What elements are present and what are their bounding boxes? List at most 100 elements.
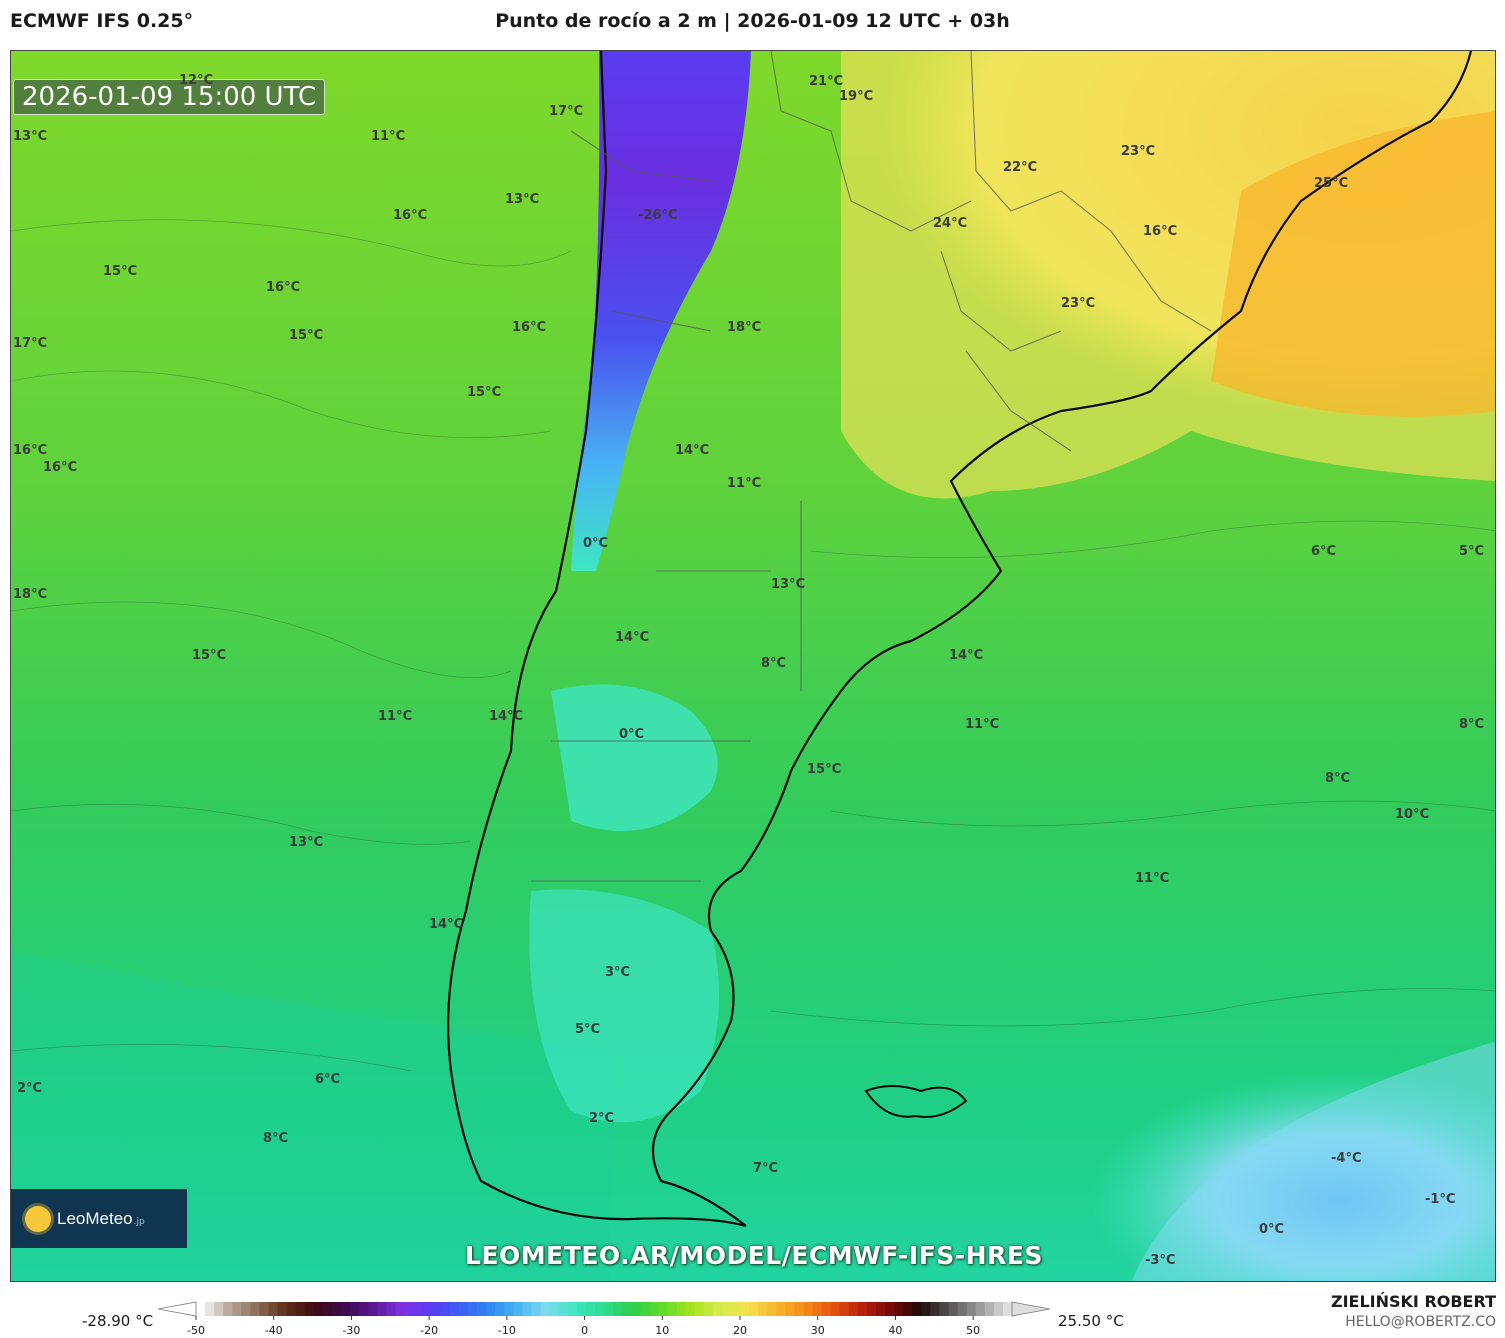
temp-label: 17°C <box>549 104 584 119</box>
map-frame[interactable]: 2026-01-09 15:00 UTC 12°C 13°C 11°C 17°C… <box>10 50 1496 1282</box>
colorbar-cell <box>431 1302 442 1316</box>
colorbar <box>158 1301 1050 1320</box>
colorbar-cell <box>694 1302 705 1316</box>
colorbar-cell <box>721 1302 732 1316</box>
temp-label: 11°C <box>371 129 406 144</box>
colorbar-cell <box>712 1302 723 1316</box>
colorbar-cell <box>477 1302 487 1316</box>
temp-label: 14°C <box>429 917 464 932</box>
temp-label: 14°C <box>489 709 524 724</box>
colorbar-cell <box>649 1302 659 1316</box>
colorbar-cell <box>458 1302 469 1316</box>
colorbar-cell <box>848 1302 859 1316</box>
colorbar-tick-label: -20 <box>420 1324 439 1337</box>
colorbar-cell <box>984 1302 995 1316</box>
temp-label: 21°C <box>809 74 844 89</box>
colorbar-cell <box>821 1302 832 1316</box>
colorbar-cell <box>468 1302 478 1316</box>
colorbar-cell <box>658 1302 669 1316</box>
temp-label: 13°C <box>505 192 540 207</box>
colorbar-cell <box>196 1302 206 1316</box>
colorbar-cell <box>332 1302 342 1316</box>
temp-label: 3°C <box>605 965 631 980</box>
temp-label: 23°C <box>1061 296 1096 311</box>
temp-label: 13°C <box>771 577 806 592</box>
colorbar-cell <box>912 1302 922 1316</box>
temp-label: 0°C <box>1259 1222 1285 1237</box>
temp-label: 5°C <box>1459 544 1485 559</box>
temp-label: 15°C <box>192 648 227 663</box>
colorbar-cell <box>1002 1302 1013 1316</box>
colorbar-cell <box>921 1302 931 1316</box>
colorbar-tick-label: 10 <box>655 1324 670 1337</box>
colorbar-cell <box>322 1302 333 1316</box>
colorbar-cell <box>232 1302 242 1316</box>
colorbar-cell <box>449 1302 460 1316</box>
temp-label: 6°C <box>315 1072 341 1087</box>
colorbar-cell <box>422 1302 433 1316</box>
colorbar-cell <box>640 1302 650 1316</box>
colorbar-max-label: 25.50 °C <box>1058 1312 1124 1330</box>
temp-label: 2°C <box>17 1081 43 1096</box>
temp-label: 13°C <box>289 835 324 850</box>
temp-label: 11°C <box>1135 871 1170 886</box>
colorbar-cell <box>368 1302 378 1316</box>
colorbar-cell <box>531 1302 542 1316</box>
colorbar-cell <box>803 1302 814 1316</box>
temp-label: 11°C <box>378 709 413 724</box>
colorbar-cell <box>839 1302 850 1316</box>
brand-tld: .jp <box>133 1216 145 1227</box>
colorbar-cell <box>794 1302 805 1316</box>
leometeo-logo[interactable]: LeoMeteo .jp <box>11 1189 187 1248</box>
colorbar-min-arrow <box>158 1301 197 1317</box>
colorbar-cell <box>993 1302 1004 1316</box>
colorbar-cell <box>703 1302 714 1316</box>
temp-label: 16°C <box>13 443 48 458</box>
temp-label: -4°C <box>1331 1151 1362 1166</box>
colorbar-tick-label: 0 <box>581 1324 589 1337</box>
colorbar-cell <box>730 1302 741 1316</box>
colorbar-cell <box>259 1302 270 1316</box>
colorbar-cell <box>359 1302 369 1316</box>
temp-label: 11°C <box>727 476 762 491</box>
colorbar-cell <box>214 1302 224 1316</box>
colorbar-cell <box>866 1302 877 1316</box>
temp-label: 25°C <box>1314 176 1349 191</box>
temp-label: 13°C <box>13 129 48 144</box>
valid-time-badge: 2026-01-09 15:00 UTC <box>13 79 326 115</box>
temp-label: 16°C <box>266 280 301 295</box>
colorbar-tick-label: -30 <box>342 1324 361 1337</box>
temp-label: -26°C <box>638 208 678 223</box>
temp-label: 12°C <box>179 73 214 88</box>
colorbar-cell <box>576 1302 587 1316</box>
temp-label: 7°C <box>753 1161 779 1176</box>
colorbar-min-label: -28.90 °C <box>82 1312 154 1330</box>
colorbar-cell <box>685 1302 696 1316</box>
colorbar-cell <box>268 1302 279 1316</box>
author-email[interactable]: HELLO@ROBERTZ.CO <box>1345 1314 1496 1330</box>
temp-label: 15°C <box>103 264 138 279</box>
author-name: ZIELIŃSKI ROBERT <box>1330 1292 1496 1311</box>
colorbar-cell <box>613 1302 623 1316</box>
temp-label: 8°C <box>263 1131 289 1146</box>
colorbar-cell <box>341 1302 351 1316</box>
temp-label: 2°C <box>589 1111 615 1126</box>
temp-label: 10°C <box>1395 807 1430 822</box>
colorbar-cell <box>549 1302 560 1316</box>
colorbar-cell <box>377 1302 387 1316</box>
colorbar-cell <box>767 1302 777 1316</box>
temp-label: 14°C <box>949 648 984 663</box>
colorbar-cell <box>522 1302 533 1316</box>
sun-icon <box>25 1205 51 1232</box>
dewpoint-map <box>11 51 1495 1281</box>
colorbar-cell <box>304 1302 315 1316</box>
colorbar-cell <box>749 1302 759 1316</box>
temp-label: 18°C <box>727 320 762 335</box>
colorbar-cell <box>241 1302 251 1316</box>
colorbar-cell <box>205 1302 215 1316</box>
temp-label: 16°C <box>512 320 547 335</box>
temp-label: -1°C <box>1425 1192 1456 1207</box>
colorbar-tick-label: 20 <box>733 1324 747 1337</box>
colorbar-cell <box>740 1302 750 1316</box>
temp-label: 16°C <box>393 208 428 223</box>
